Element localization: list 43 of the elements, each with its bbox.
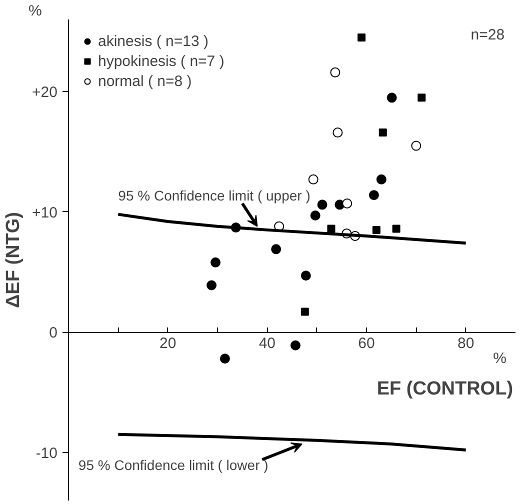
- annotation: 95 % Confidence limit ( lower ): [78, 456, 268, 473]
- point: [411, 140, 422, 151]
- annotation: n=28: [470, 26, 505, 44]
- line-series: [116, 432, 468, 452]
- text: %: [28, 2, 42, 20]
- point: [308, 174, 318, 184]
- point: [271, 244, 282, 254]
- x-tick-label: 60: [358, 335, 375, 352]
- point: [358, 34, 366, 42]
- point: [372, 226, 380, 234]
- line-series: [116, 212, 468, 245]
- point: [332, 128, 343, 138]
- x-tick-label: 40: [258, 335, 276, 352]
- legend-label: normal ( n=8 ): [98, 72, 192, 90]
- y-tick-label: +20: [32, 84, 58, 102]
- y-tick-label: 0: [49, 324, 58, 342]
- legend-label: hypokinesis ( n=7 ): [98, 52, 224, 70]
- legend-label: akinesis ( n=13 ): [98, 32, 208, 50]
- point: [376, 174, 386, 184]
- point: [310, 210, 320, 220]
- annotation: 95 % Confidence limit ( upper ): [118, 187, 310, 204]
- point: [327, 224, 336, 233]
- y-tick-label: +10: [32, 204, 58, 222]
- point: [206, 280, 217, 290]
- point: [378, 128, 387, 137]
- point: [386, 92, 397, 103]
- point: [210, 257, 221, 268]
- x-tick-label: 20: [159, 335, 176, 352]
- point: [342, 198, 352, 208]
- point: [418, 94, 426, 102]
- annotation: %: [493, 350, 506, 368]
- point: [290, 340, 300, 350]
- x-tick-label: 80: [457, 335, 474, 352]
- point: [300, 270, 311, 281]
- x-axis-title: EF (CONTROL): [376, 378, 514, 400]
- point: [220, 354, 230, 364]
- y-axis-title: ΔEF (NTG): [3, 212, 24, 308]
- point: [330, 67, 340, 78]
- y-tick-label: -10: [36, 444, 58, 462]
- point: [300, 308, 309, 316]
- point: [317, 200, 328, 210]
- point: [368, 190, 379, 200]
- point: [392, 224, 400, 233]
